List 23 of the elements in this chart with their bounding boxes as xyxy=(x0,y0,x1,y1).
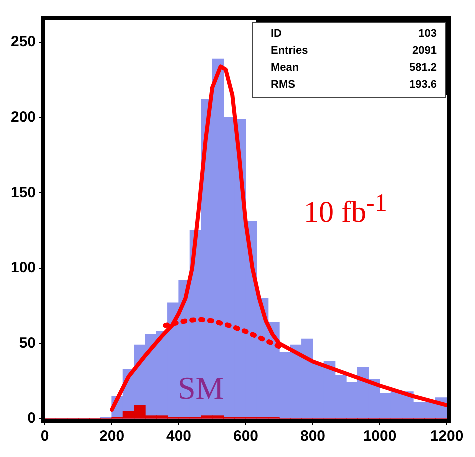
x-tick-label: 800 xyxy=(300,428,326,446)
y-tick-label: 150 xyxy=(10,184,36,202)
annotation: Mean xyxy=(271,61,300,76)
x-tick-label: 1000 xyxy=(363,428,397,446)
y-tick-label: 100 xyxy=(10,260,36,277)
x-tick-label: 0 xyxy=(40,428,50,446)
annotation: 2091 xyxy=(412,44,437,59)
x-tick-label: 600 xyxy=(234,428,259,446)
annotation: RMS xyxy=(271,78,296,93)
annotation: 193.6 xyxy=(409,78,437,93)
x-tick-label: 200 xyxy=(100,428,125,446)
annotation: ID xyxy=(271,27,282,42)
y-tick-label: 250 xyxy=(10,34,36,51)
annotation: 10 fb$^{-1}$ xyxy=(304,190,388,230)
annotation: SM xyxy=(178,370,224,407)
y-tick-label: 50 xyxy=(19,334,36,352)
annotation: 581.2 xyxy=(409,61,437,76)
y-tick-label: 0 xyxy=(28,410,36,428)
annotation: Entries xyxy=(271,44,308,59)
x-tick-label: 1200 xyxy=(430,428,464,446)
x-tick-label: 400 xyxy=(166,428,192,446)
annotation: 103 xyxy=(418,27,437,42)
y-tick-label: 200 xyxy=(10,109,36,126)
